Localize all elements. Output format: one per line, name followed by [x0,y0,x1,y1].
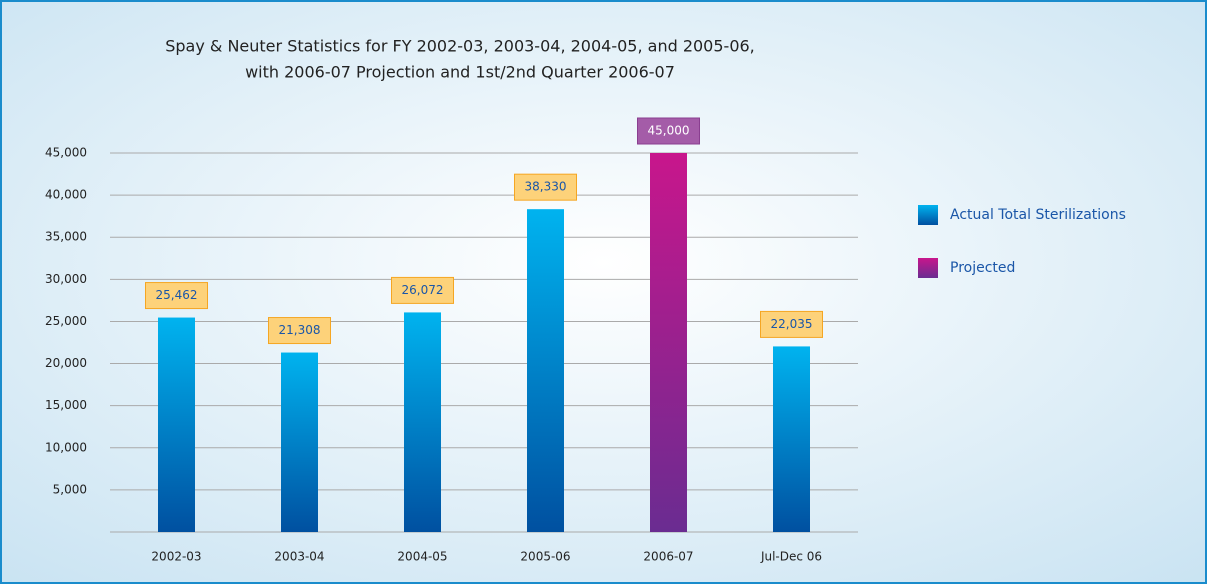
y-tick-label: 35,000 [45,230,87,244]
y-tick-label: 10,000 [45,440,87,454]
bar [158,317,195,532]
x-tick-label: Jul-Dec 06 [760,550,822,564]
bar [773,346,810,532]
value-label: 38,330 [525,180,567,194]
legend-label: Projected [950,260,1015,276]
y-tick-label: 30,000 [45,272,87,286]
chart-title: Spay & Neuter Statistics for FY 2002-03,… [165,37,755,56]
bar [527,209,564,533]
y-tick-label: 25,000 [45,314,87,328]
value-label-box [391,276,454,304]
value-label-box [514,173,577,201]
legend-swatch [918,205,938,225]
value-label: 45,000 [648,124,690,138]
value-label-box [760,310,823,338]
value-label-box [145,282,208,310]
value-label-box [268,317,331,345]
value-label-box [637,117,700,145]
y-tick-label: 5,000 [53,482,87,496]
x-tick-label: 2003-04 [274,550,324,564]
y-tick-label: 15,000 [45,398,87,412]
chart-title: with 2006-07 Projection and 1st/2nd Quar… [245,63,675,82]
legend-label: Actual Total Sterilizations [950,207,1126,223]
value-label: 22,035 [771,317,813,331]
x-tick-label: 2005-06 [520,550,570,564]
value-label: 25,462 [156,288,198,302]
bar [650,153,687,532]
value-label: 26,072 [402,283,444,297]
y-tick-label: 40,000 [45,188,87,202]
y-tick-label: 45,000 [45,146,87,160]
value-label: 21,308 [279,323,321,337]
bar [404,312,441,532]
x-tick-label: 2006-07 [643,550,693,564]
legend-swatch [918,258,938,278]
x-tick-label: 2004-05 [397,550,447,564]
y-tick-label: 20,000 [45,356,87,370]
x-tick-label: 2002-03 [151,550,201,564]
bar [281,352,318,532]
